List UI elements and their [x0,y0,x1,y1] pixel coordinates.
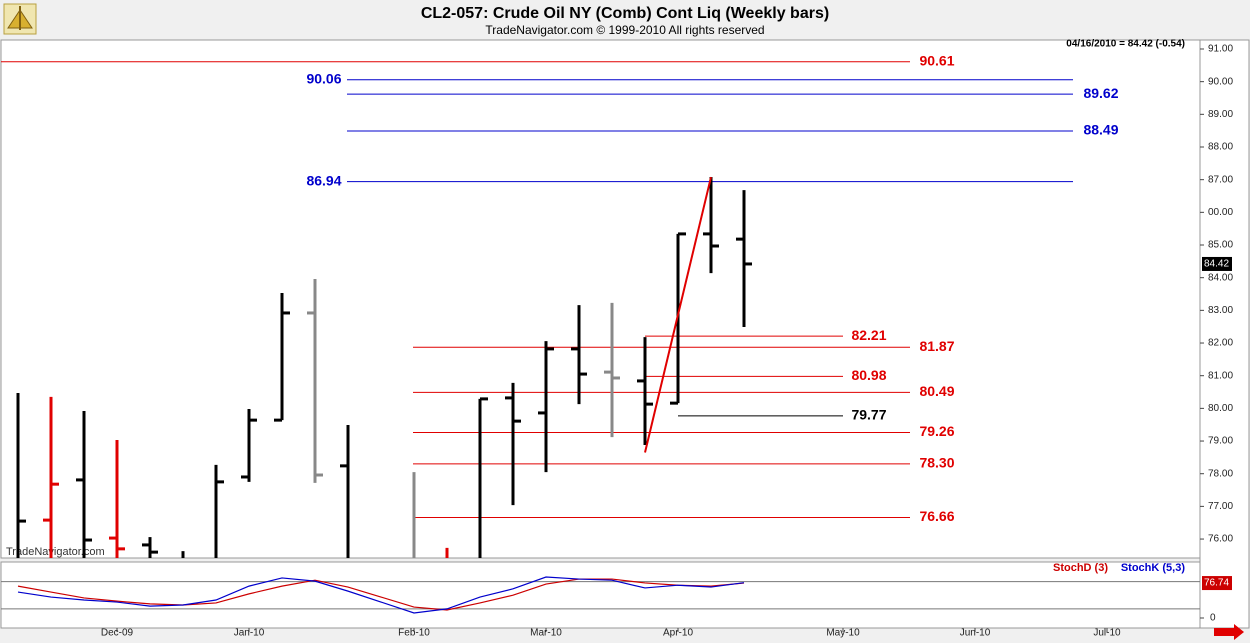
y-tick-label: 00.00 [1208,207,1233,218]
y-tick-label: 85.00 [1208,240,1233,251]
y-tick-label: 77.00 [1208,501,1233,512]
chart-title: CL2-057: Crude Oil NY (Comb) Cont Liq (W… [421,5,829,22]
level-label: 89.62 [1083,85,1118,101]
legend-entry: StochK (5,3) [1121,562,1186,574]
level-label: 78.30 [919,455,954,471]
level-label: 82.21 [851,327,886,343]
y-tick-label: 78.00 [1208,468,1233,479]
x-tick-label: Jun-10 [960,628,991,639]
last-quote: 04/16/2010 = 84.42 (-0.54) [1066,39,1185,50]
y-tick-label: 89.00 [1208,109,1233,120]
price-panel [0,39,1201,559]
logo [3,3,37,35]
x-tick-label: Dec-09 [101,628,134,639]
watermark: TradeNavigator.com [6,546,105,558]
chart-subtitle: TradeNavigator.com © 1999-2010 All right… [485,23,764,37]
x-tick-label: Jan-10 [234,628,265,639]
level-label: 90.06 [306,70,341,86]
y-tick-label: 87.00 [1208,174,1233,185]
level-label: 76.66 [919,508,954,524]
stoch-panel [0,561,1201,629]
x-tick-label: May-10 [826,628,860,639]
stoch-line [17,576,745,614]
price-axis [1199,39,1250,629]
y-tick-label: 88.00 [1208,142,1233,153]
stoch-last-box [1202,576,1232,591]
y-tick-label: 81.00 [1208,370,1233,381]
last-price: 84.42 [1204,259,1229,270]
y-tick-label: 91.00 [1208,44,1233,55]
price-plot [1,61,1073,558]
last-price-box [1202,256,1232,271]
trendline [644,176,712,453]
scroll-arrow[interactable] [1214,624,1244,640]
y-tick-label: 79.00 [1208,436,1233,447]
level-label: 90.61 [919,52,954,68]
level-label: 80.49 [919,383,954,399]
y-tick-label: 90.00 [1208,76,1233,87]
stoch-plot [1,576,1200,614]
stoch-last: 76.74 [1204,578,1229,589]
y-tick-label: 82.00 [1208,338,1233,349]
legend-entry: StochD (3) [1053,562,1108,574]
x-tick-label: Jul-10 [1093,628,1121,639]
stoch-line [17,578,745,611]
x-tick-label: Feb-10 [398,628,430,639]
y-tick-label: 76.00 [1208,534,1233,545]
level-label: 81.87 [919,338,954,354]
x-tick-label: Apr-10 [663,628,693,639]
level-label: 86.94 [306,172,341,188]
y-tick-label: 80.00 [1208,403,1233,414]
stoch-tick-label: 0 [1210,613,1216,624]
level-label: 88.49 [1083,122,1118,138]
x-tick-label: Mar-10 [530,628,562,639]
level-label: 79.77 [851,407,886,423]
y-tick-label: 84.00 [1208,272,1233,283]
y-tick-label: 83.00 [1208,305,1233,316]
level-label: 80.98 [851,367,886,383]
level-label: 79.26 [919,423,954,439]
